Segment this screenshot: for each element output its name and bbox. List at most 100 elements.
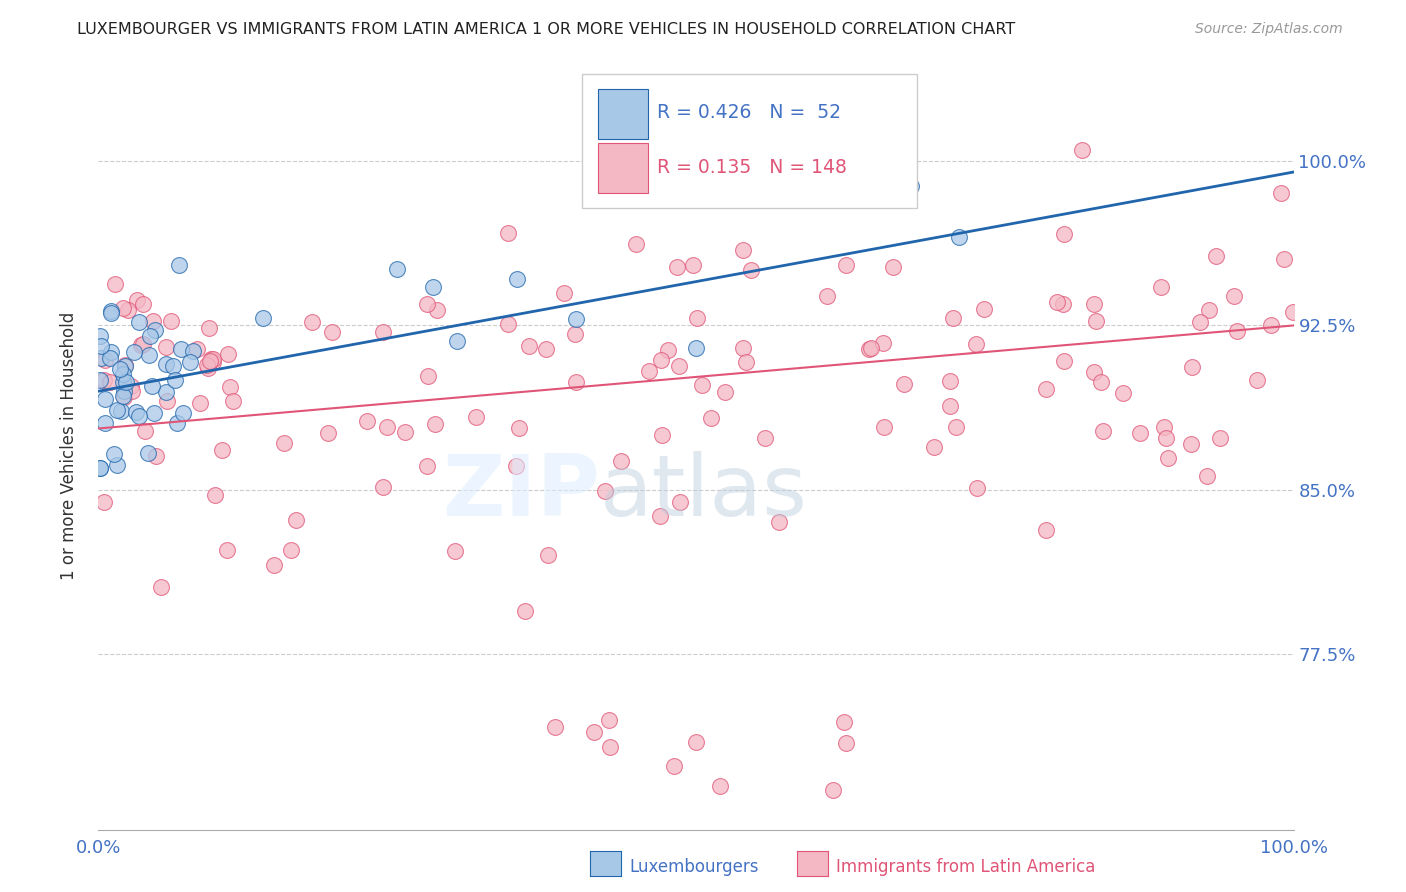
Point bbox=[668, 494, 690, 508]
Point bbox=[165, 373, 187, 387]
Point bbox=[215, 542, 238, 557]
Point bbox=[318, 425, 340, 440]
Point bbox=[1226, 324, 1249, 338]
Point bbox=[1035, 524, 1057, 538]
Point bbox=[394, 425, 416, 440]
Point bbox=[965, 337, 987, 351]
Point bbox=[948, 230, 970, 244]
Point bbox=[112, 301, 135, 315]
Point bbox=[834, 736, 856, 750]
Point bbox=[922, 440, 945, 454]
Point bbox=[496, 317, 519, 331]
Point bbox=[321, 326, 343, 340]
Point bbox=[1091, 424, 1114, 438]
Point bbox=[155, 340, 177, 354]
Point bbox=[141, 379, 163, 393]
Point bbox=[564, 326, 586, 341]
Point bbox=[1181, 360, 1204, 375]
Point bbox=[100, 306, 122, 320]
Point bbox=[217, 346, 239, 360]
Point bbox=[893, 376, 915, 391]
Point bbox=[200, 351, 222, 366]
Point bbox=[657, 343, 679, 357]
Point bbox=[1246, 373, 1268, 387]
Point bbox=[1083, 366, 1105, 380]
FancyBboxPatch shape bbox=[598, 143, 648, 193]
Text: Source: ZipAtlas.com: Source: ZipAtlas.com bbox=[1195, 22, 1343, 37]
Point bbox=[179, 355, 201, 369]
Point bbox=[1195, 469, 1218, 483]
Point bbox=[94, 392, 117, 406]
Text: LUXEMBOURGER VS IMMIGRANTS FROM LATIN AMERICA 1 OR MORE VEHICLES IN HOUSEHOLD CO: LUXEMBOURGER VS IMMIGRANTS FROM LATIN AM… bbox=[77, 22, 1015, 37]
Point bbox=[1188, 315, 1211, 329]
Point bbox=[648, 509, 671, 524]
Point bbox=[859, 341, 882, 355]
Point bbox=[93, 373, 115, 387]
Point bbox=[686, 311, 709, 326]
Point bbox=[537, 548, 560, 562]
Point bbox=[1046, 294, 1069, 309]
Point bbox=[218, 380, 240, 394]
Point bbox=[129, 338, 152, 352]
Point bbox=[650, 352, 672, 367]
Point bbox=[513, 604, 536, 618]
Point bbox=[938, 374, 960, 388]
Point bbox=[285, 512, 308, 526]
Point bbox=[1154, 431, 1177, 445]
Point bbox=[197, 321, 219, 335]
Point bbox=[200, 354, 222, 368]
Point bbox=[356, 414, 378, 428]
Point bbox=[754, 431, 776, 445]
Point bbox=[700, 411, 723, 425]
Point bbox=[446, 334, 468, 348]
Point bbox=[714, 384, 737, 399]
Point bbox=[1260, 318, 1282, 333]
Point bbox=[506, 272, 529, 286]
Point bbox=[1180, 437, 1202, 451]
Point bbox=[89, 461, 111, 475]
Point bbox=[973, 301, 995, 316]
Point bbox=[125, 293, 148, 307]
Point bbox=[90, 351, 112, 366]
Point bbox=[583, 724, 606, 739]
Point bbox=[100, 345, 122, 359]
Point bbox=[565, 375, 588, 389]
Point bbox=[112, 390, 135, 404]
Point bbox=[444, 544, 467, 558]
Point bbox=[835, 258, 858, 272]
Point bbox=[143, 323, 166, 337]
Point bbox=[685, 341, 707, 355]
Point bbox=[128, 409, 150, 423]
Point bbox=[172, 406, 194, 420]
Point bbox=[100, 304, 122, 318]
Point bbox=[1270, 186, 1292, 200]
Point bbox=[900, 179, 922, 194]
Point bbox=[593, 483, 616, 498]
Point bbox=[1129, 426, 1152, 441]
Point bbox=[821, 783, 844, 797]
Point bbox=[114, 359, 136, 374]
Point bbox=[128, 315, 150, 329]
Point bbox=[201, 352, 224, 367]
Point bbox=[1157, 450, 1180, 465]
Point bbox=[112, 388, 135, 402]
Point bbox=[496, 226, 519, 240]
Point bbox=[114, 358, 136, 372]
Point bbox=[112, 375, 135, 389]
Point bbox=[553, 285, 575, 300]
Point bbox=[872, 335, 894, 350]
Point bbox=[709, 779, 731, 793]
Point bbox=[505, 458, 527, 473]
Point bbox=[1281, 305, 1303, 319]
Point bbox=[115, 375, 138, 389]
Point bbox=[145, 449, 167, 463]
Text: Immigrants from Latin America: Immigrants from Latin America bbox=[837, 858, 1095, 876]
Point bbox=[423, 417, 446, 432]
Point bbox=[252, 311, 274, 326]
Point bbox=[666, 260, 689, 274]
Point bbox=[598, 713, 620, 727]
Point bbox=[1272, 252, 1295, 267]
Point bbox=[1090, 375, 1112, 389]
Point bbox=[90, 339, 112, 353]
Point bbox=[637, 364, 659, 378]
